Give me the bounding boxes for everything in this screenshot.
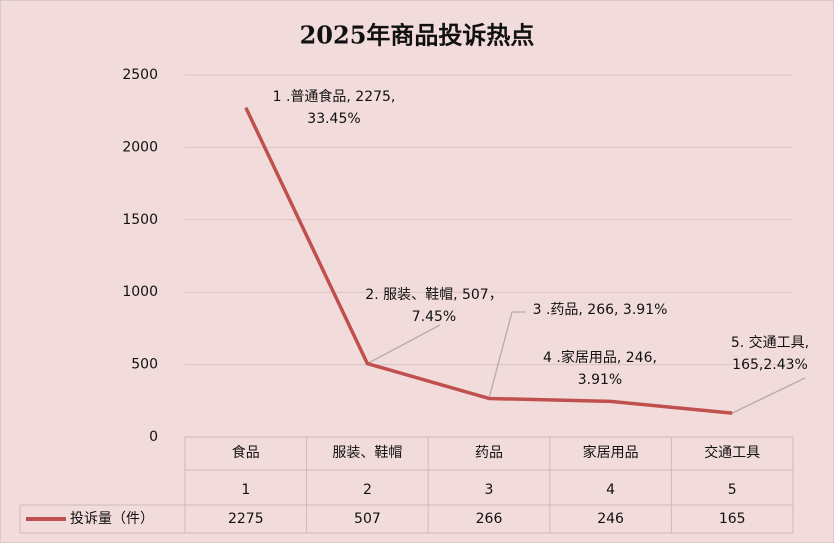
legend-label: 投诉量（件）: [70, 511, 154, 527]
y-tick-label: 2000: [122, 139, 158, 155]
y-tick-label: 500: [131, 357, 158, 373]
data-label: 2. 服装、鞋帽, 507，: [365, 287, 502, 303]
table-value: 165: [719, 511, 746, 527]
table-value: 507: [354, 511, 381, 527]
category-index: 1: [241, 482, 250, 498]
x-tick-label: 家居用品: [583, 444, 639, 461]
data-label: 33.45%: [307, 111, 360, 127]
table-value: 2275: [228, 511, 264, 527]
data-label: 1 .普通食品, 2275,: [273, 88, 396, 105]
chart-title: 2025年商品投诉热点: [300, 21, 535, 50]
line-series: [244, 106, 733, 415]
y-tick-label: 1500: [122, 212, 158, 228]
data-label: 5. 交通工具,: [731, 334, 809, 351]
x-tick-label: 食品: [232, 444, 260, 461]
table-value: 246: [597, 511, 624, 527]
leader-line: [488, 311, 526, 399]
table-value: 266: [476, 511, 503, 527]
category-index: 4: [606, 482, 615, 498]
x-tick-label: 交通工具: [704, 444, 760, 461]
category-index: 3: [485, 482, 494, 498]
x-tick-label: 服装、鞋帽: [332, 445, 402, 461]
leader-line: [731, 377, 806, 414]
data-label: 7.45%: [412, 309, 456, 325]
y-tick-label: 1000: [122, 284, 158, 300]
y-tick-label: 2500: [122, 67, 158, 83]
data-label: 3.91%: [578, 372, 622, 388]
category-index: 5: [728, 482, 737, 498]
y-tick-label: 0: [149, 429, 158, 445]
data-label: 165,2.43%: [732, 357, 808, 373]
category-index: 2: [363, 482, 372, 498]
data-label: 3 .药品, 266, 3.91%: [533, 302, 668, 318]
data-label: 4 .家居用品, 246,: [543, 349, 657, 366]
x-tick-label: 药品: [475, 445, 503, 461]
leader-line: [367, 324, 441, 365]
